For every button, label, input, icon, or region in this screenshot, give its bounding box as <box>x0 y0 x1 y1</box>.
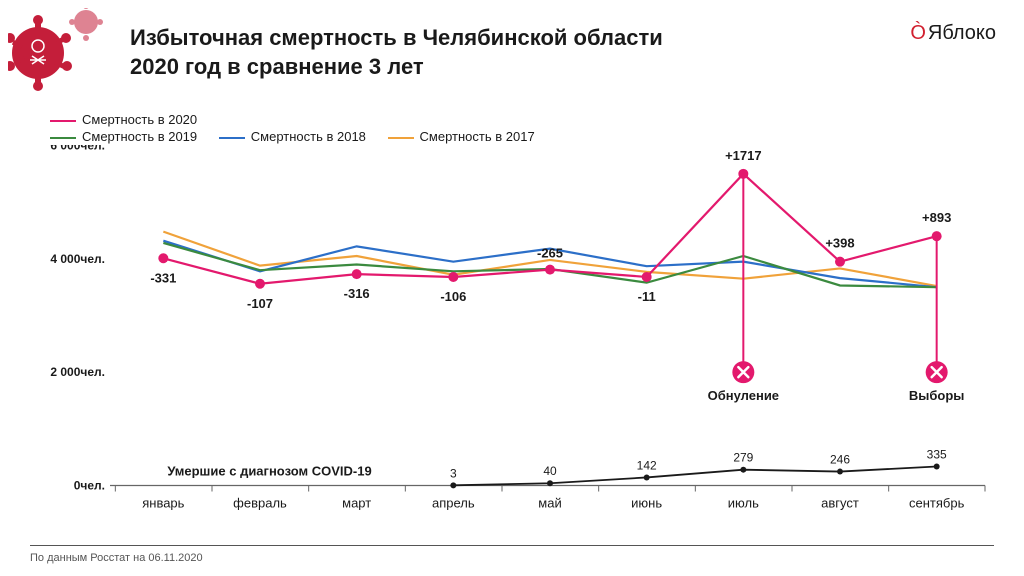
legend-item-2018: Смертность в 2018 <box>219 129 366 144</box>
svg-text:май: май <box>538 496 561 511</box>
legend-item-2020: Смертность в 2020 <box>50 112 197 127</box>
svg-text:142: 142 <box>637 458 657 472</box>
logo-text: Яблоко <box>928 22 996 44</box>
legend-item-2019: Смертность в 2019 <box>50 129 197 144</box>
svg-text:Обнуление: Обнуление <box>708 388 779 403</box>
svg-text:-107: -107 <box>247 296 273 311</box>
svg-text:-265: -265 <box>537 246 563 261</box>
logo-leaf-icon: Ò <box>910 22 926 45</box>
svg-text:январь: январь <box>142 496 184 511</box>
svg-text:279: 279 <box>733 451 753 465</box>
svg-text:Умершие с диагнозом COVID-19: Умершие с диагнозом COVID-19 <box>167 464 371 479</box>
svg-text:335: 335 <box>927 448 947 462</box>
svg-text:+1717: +1717 <box>725 148 762 163</box>
svg-text:август: август <box>821 496 859 511</box>
svg-text:февраль: февраль <box>233 496 287 511</box>
svg-text:-11: -11 <box>638 289 656 304</box>
svg-text:-106: -106 <box>440 289 466 304</box>
svg-text:-331: -331 <box>150 270 176 285</box>
svg-text:40: 40 <box>543 464 557 478</box>
title-line-2: 2020 год в сравнение 3 лет <box>130 54 424 79</box>
logo: ÒЯблоко <box>910 22 996 45</box>
virus-icon <box>8 8 118 108</box>
line-chart: 0чел. 2 000чел. 4 000чел. 6 000чел. январь фе… <box>30 145 994 526</box>
svg-text:-316: -316 <box>344 286 370 301</box>
svg-text:+893: +893 <box>922 210 951 225</box>
svg-text:4 000чел.: 4 000чел. <box>50 252 105 266</box>
svg-text:июнь: июнь <box>631 496 662 511</box>
svg-text:март: март <box>342 496 371 511</box>
svg-text:сентябрь: сентябрь <box>909 496 965 511</box>
legend: Смертность в 2020 Смертность в 2019 Смер… <box>50 112 553 144</box>
legend-item-2017: Смертность в 2017 <box>388 129 535 144</box>
svg-text:апрель: апрель <box>432 496 475 511</box>
source-note: По данным Росстат на 06.11.2020 <box>30 545 994 564</box>
svg-text:+398: +398 <box>825 236 854 251</box>
svg-text:6 000чел.: 6 000чел. <box>50 145 105 153</box>
chart-area: 0чел. 2 000чел. 4 000чел. 6 000чел. январь фе… <box>30 145 994 526</box>
svg-text:0чел.: 0чел. <box>74 479 105 493</box>
svg-text:Выборы: Выборы <box>909 388 965 403</box>
svg-text:3: 3 <box>450 466 457 480</box>
chart-title: Избыточная смертность в Челябинской обла… <box>130 24 994 81</box>
svg-text:2 000чел.: 2 000чел. <box>50 365 105 379</box>
svg-text:июль: июль <box>728 496 759 511</box>
title-line-1: Избыточная смертность в Челябинской обла… <box>130 25 663 50</box>
svg-text:246: 246 <box>830 453 850 467</box>
